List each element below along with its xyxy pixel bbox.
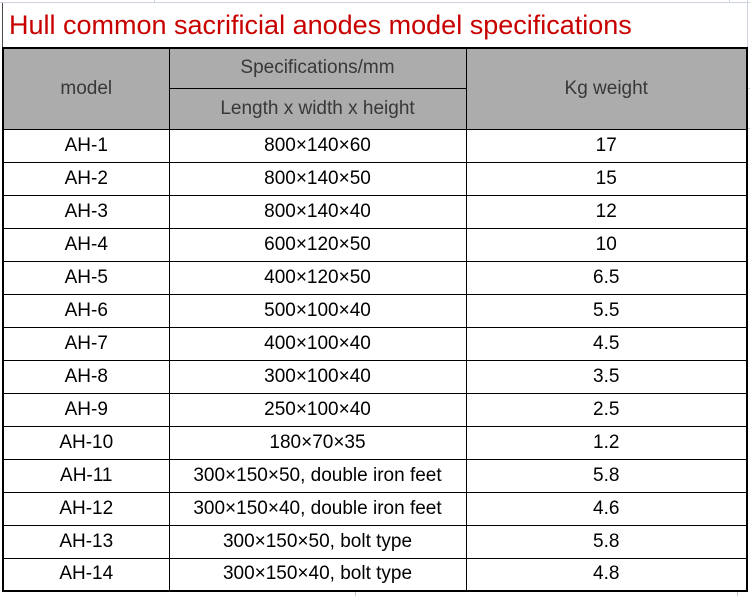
header-row-1: model Specifications/mm Kg weight [2, 47, 748, 130]
header-weight: Kg weight [465, 47, 748, 130]
cell-weight: 6.5 [465, 260, 748, 295]
cell-model: AH-10 [2, 425, 170, 460]
table-row: AH-4 600×120×50 10 [2, 227, 748, 262]
cell-spec: 600×120×50 [168, 227, 467, 262]
cell-model: AH-5 [2, 260, 170, 295]
cell-model: AH-4 [2, 227, 170, 262]
table-row: AH-10 180×70×35 1.2 [2, 425, 748, 460]
cell-weight: 3.5 [465, 359, 748, 394]
table-row: AH-6 500×100×40 5.5 [2, 293, 748, 328]
cell-spec: 300×150×50, bolt type [168, 524, 467, 559]
gridline-stub [746, 128, 750, 129]
cell-weight: 15 [465, 161, 748, 196]
cell-spec: 180×70×35 [168, 425, 467, 460]
cell-weight: 5.8 [465, 458, 748, 493]
cell-weight: 5.8 [465, 524, 748, 559]
gridline-stub [729, 0, 730, 2]
header-spec-detail: Length x width x height [168, 87, 467, 130]
cell-weight: 1.2 [465, 425, 748, 460]
table-row: AH-3 800×140×40 12 [2, 194, 748, 229]
table-row: AH-8 300×100×40 3.5 [2, 359, 748, 394]
table-row: AH-11 300×150×50, double iron feet 5.8 [2, 458, 748, 493]
cell-spec: 800×140×60 [168, 128, 467, 163]
cell-model: AH-9 [2, 392, 170, 427]
cell-model: AH-2 [2, 161, 170, 196]
cell-weight: 12 [465, 194, 748, 229]
table-header: model Specifications/mm Kg weight Length… [2, 47, 748, 130]
cell-spec: 800×140×40 [168, 194, 467, 229]
cell-model: AH-6 [2, 293, 170, 328]
cell-model: AH-12 [2, 491, 170, 526]
cell-weight: 4.6 [465, 491, 748, 526]
cell-weight: 4.8 [465, 557, 748, 592]
table-row: AH-5 400×120×50 6.5 [2, 260, 748, 295]
cell-model: AH-1 [2, 128, 170, 163]
cell-model: AH-3 [2, 194, 170, 229]
spec-table: model Specifications/mm Kg weight Length… [2, 47, 748, 592]
cell-spec: 300×100×40 [168, 359, 467, 394]
gridline-stub [746, 88, 750, 89]
gridline-stub [737, 591, 738, 596]
gridline-top [0, 2, 750, 3]
cell-weight: 17 [465, 128, 748, 163]
cell-spec: 250×100×40 [168, 392, 467, 427]
cell-model: AH-7 [2, 326, 170, 361]
cell-weight: 2.5 [465, 392, 748, 427]
cell-model: AH-8 [2, 359, 170, 394]
cell-spec: 300×150×50, double iron feet [168, 458, 467, 493]
table-row: AH-1 800×140×60 17 [2, 128, 748, 163]
cell-model: AH-13 [2, 524, 170, 559]
table-row: AH-2 800×140×50 15 [2, 161, 748, 196]
cell-spec: 800×140×50 [168, 161, 467, 196]
cell-model: AH-11 [2, 458, 170, 493]
header-row-2: Length x width x height [3, 87, 747, 130]
table-row: AH-7 400×100×40 4.5 [2, 326, 748, 361]
table-body: AH-1 800×140×60 17 AH-2 800×140×50 15 AH… [2, 128, 748, 592]
page-title: Hull common sacrificial anodes model spe… [2, 3, 746, 47]
gridline-right [747, 0, 748, 47]
cell-weight: 5.5 [465, 293, 748, 328]
cell-weight: 4.5 [465, 326, 748, 361]
cell-spec: 500×100×40 [168, 293, 467, 328]
cell-spec: 300×150×40, double iron feet [168, 491, 467, 526]
table-row: AH-12 300×150×40, double iron feet 4.6 [2, 491, 748, 526]
table-row: AH-13 300×150×50, bolt type 5.8 [2, 524, 748, 559]
cell-spec: 400×120×50 [168, 260, 467, 295]
table-row: AH-9 250×100×40 2.5 [2, 392, 748, 427]
cell-model: AH-14 [2, 557, 170, 592]
gridline-stub [154, 0, 155, 2]
cell-weight: 10 [465, 227, 748, 262]
header-model: model [2, 47, 170, 130]
header-spec-group: Specifications/mm [168, 47, 467, 89]
table-row: AH-14 300×150×40, bolt type 4.8 [2, 557, 748, 592]
cell-spec: 400×100×40 [168, 326, 467, 361]
cell-spec: 300×150×40, bolt type [168, 557, 467, 592]
gridline-stub [355, 591, 356, 596]
